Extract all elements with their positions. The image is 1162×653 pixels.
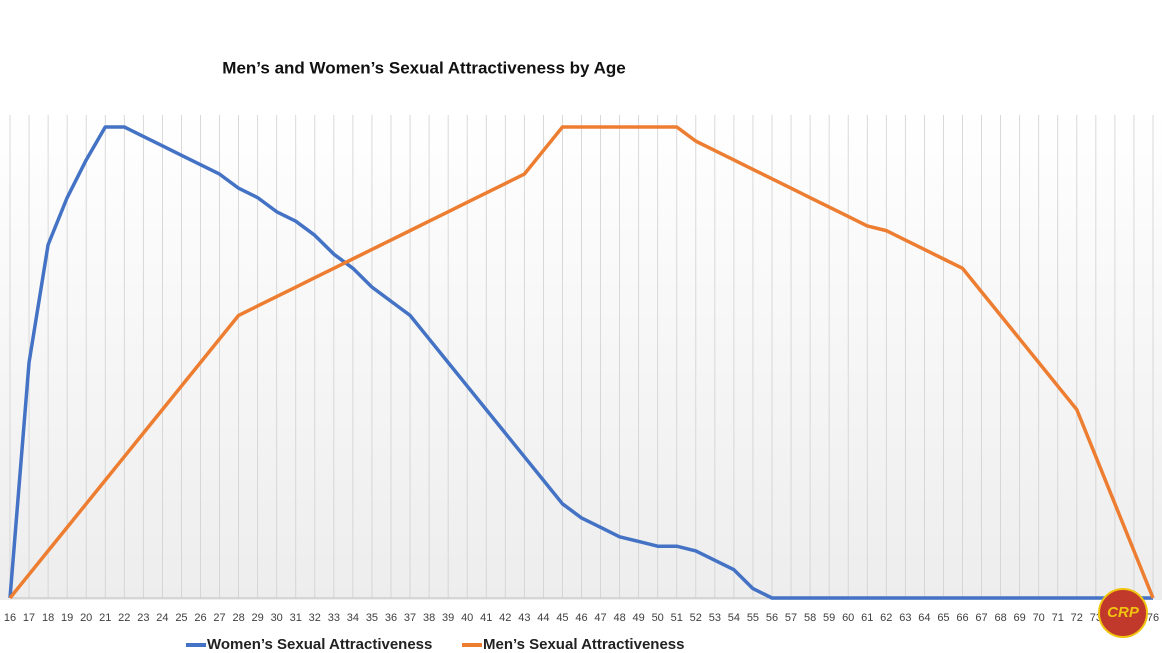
x-tick-label: 58: [804, 612, 816, 624]
x-tick-label: 24: [156, 612, 168, 624]
x-tick-label: 66: [956, 612, 968, 624]
x-axis: 16 17 18 19 20 21 22 23 24 25 26 27 28 29 30 31 32 33 34 35…: [4, 612, 1159, 624]
x-tick-label: 25: [175, 612, 187, 624]
series-line: [8, 125, 1153, 600]
watermark-text: CRP: [1107, 604, 1140, 621]
x-tick-label: 57: [785, 612, 797, 624]
x-tick-label: 20: [80, 612, 92, 624]
x-tick-label: 17: [23, 612, 35, 624]
x-tick-label: 47: [594, 612, 606, 624]
x-tick-label: 69: [1014, 612, 1026, 624]
x-tick-label: 52: [690, 612, 702, 624]
legend-label: Men’s Sexual Attractiveness: [483, 636, 684, 653]
x-tick-label: 39: [442, 612, 454, 624]
grid: [9, 115, 1154, 599]
x-tick-label: 41: [480, 612, 492, 624]
legend: Women’s Sexual Attractiveness Men’s Sexua…: [186, 636, 684, 653]
x-tick-label: 27: [213, 612, 225, 624]
lines: [8, 125, 1155, 600]
x-tick-label: 31: [290, 612, 302, 624]
x-tick-label: 61: [861, 612, 873, 624]
x-tick-label: 32: [309, 612, 321, 624]
legend-label: Women’s Sexual Attractiveness: [207, 636, 432, 653]
x-tick-label: 16: [4, 612, 16, 624]
chart-title: Men’s and Women’s Sexual Attractiveness …: [222, 58, 625, 77]
x-tick-label: 42: [499, 612, 511, 624]
x-tick-label: 26: [194, 612, 206, 624]
x-tick-label: 55: [747, 612, 759, 624]
x-tick-label: 18: [42, 612, 54, 624]
x-tick-label: 45: [556, 612, 568, 624]
x-tick-label: 76: [1147, 612, 1159, 624]
x-tick-label: 44: [537, 612, 549, 624]
x-tick-label: 70: [1033, 612, 1045, 624]
x-tick-label: 51: [671, 612, 683, 624]
x-tick-label: 60: [842, 612, 854, 624]
x-tick-label: 68: [994, 612, 1006, 624]
x-tick-label: 67: [975, 612, 987, 624]
x-tick-label: 21: [99, 612, 111, 624]
x-tick-label: 29: [252, 612, 264, 624]
x-tick-label: 19: [61, 612, 73, 624]
x-tick-label: 28: [232, 612, 244, 624]
watermark: CRP: [1098, 588, 1148, 638]
x-tick-label: 36: [385, 612, 397, 624]
x-tick-label: 33: [328, 612, 340, 624]
x-tick-label: 56: [766, 612, 778, 624]
x-tick-label: 62: [880, 612, 892, 624]
x-tick-label: 53: [709, 612, 721, 624]
x-tick-label: 37: [404, 612, 416, 624]
plot-background: [0, 110, 1162, 600]
x-tick-label: 54: [728, 612, 740, 624]
x-tick-label: 46: [575, 612, 587, 624]
x-tick-label: 50: [652, 612, 664, 624]
x-tick-label: 40: [461, 612, 473, 624]
x-tick-label: 71: [1052, 612, 1064, 624]
series-line: [8, 125, 1155, 600]
x-tick-label: 65: [937, 612, 949, 624]
x-tick-label: 72: [1071, 612, 1083, 624]
x-tick-label: 49: [633, 612, 645, 624]
x-tick-label: 35: [366, 612, 378, 624]
x-tick-label: 59: [823, 612, 835, 624]
x-tick-label: 23: [137, 612, 149, 624]
watermark-badge: [1098, 588, 1148, 638]
x-tick-label: 43: [518, 612, 530, 624]
x-tick-label: 22: [118, 612, 130, 624]
x-tick-label: 64: [918, 612, 930, 624]
x-tick-label: 63: [899, 612, 911, 624]
x-tick-label: 48: [613, 612, 625, 624]
x-tick-label: 38: [423, 612, 435, 624]
x-tick-label: 34: [347, 612, 359, 624]
x-tick-label: 30: [271, 612, 283, 624]
